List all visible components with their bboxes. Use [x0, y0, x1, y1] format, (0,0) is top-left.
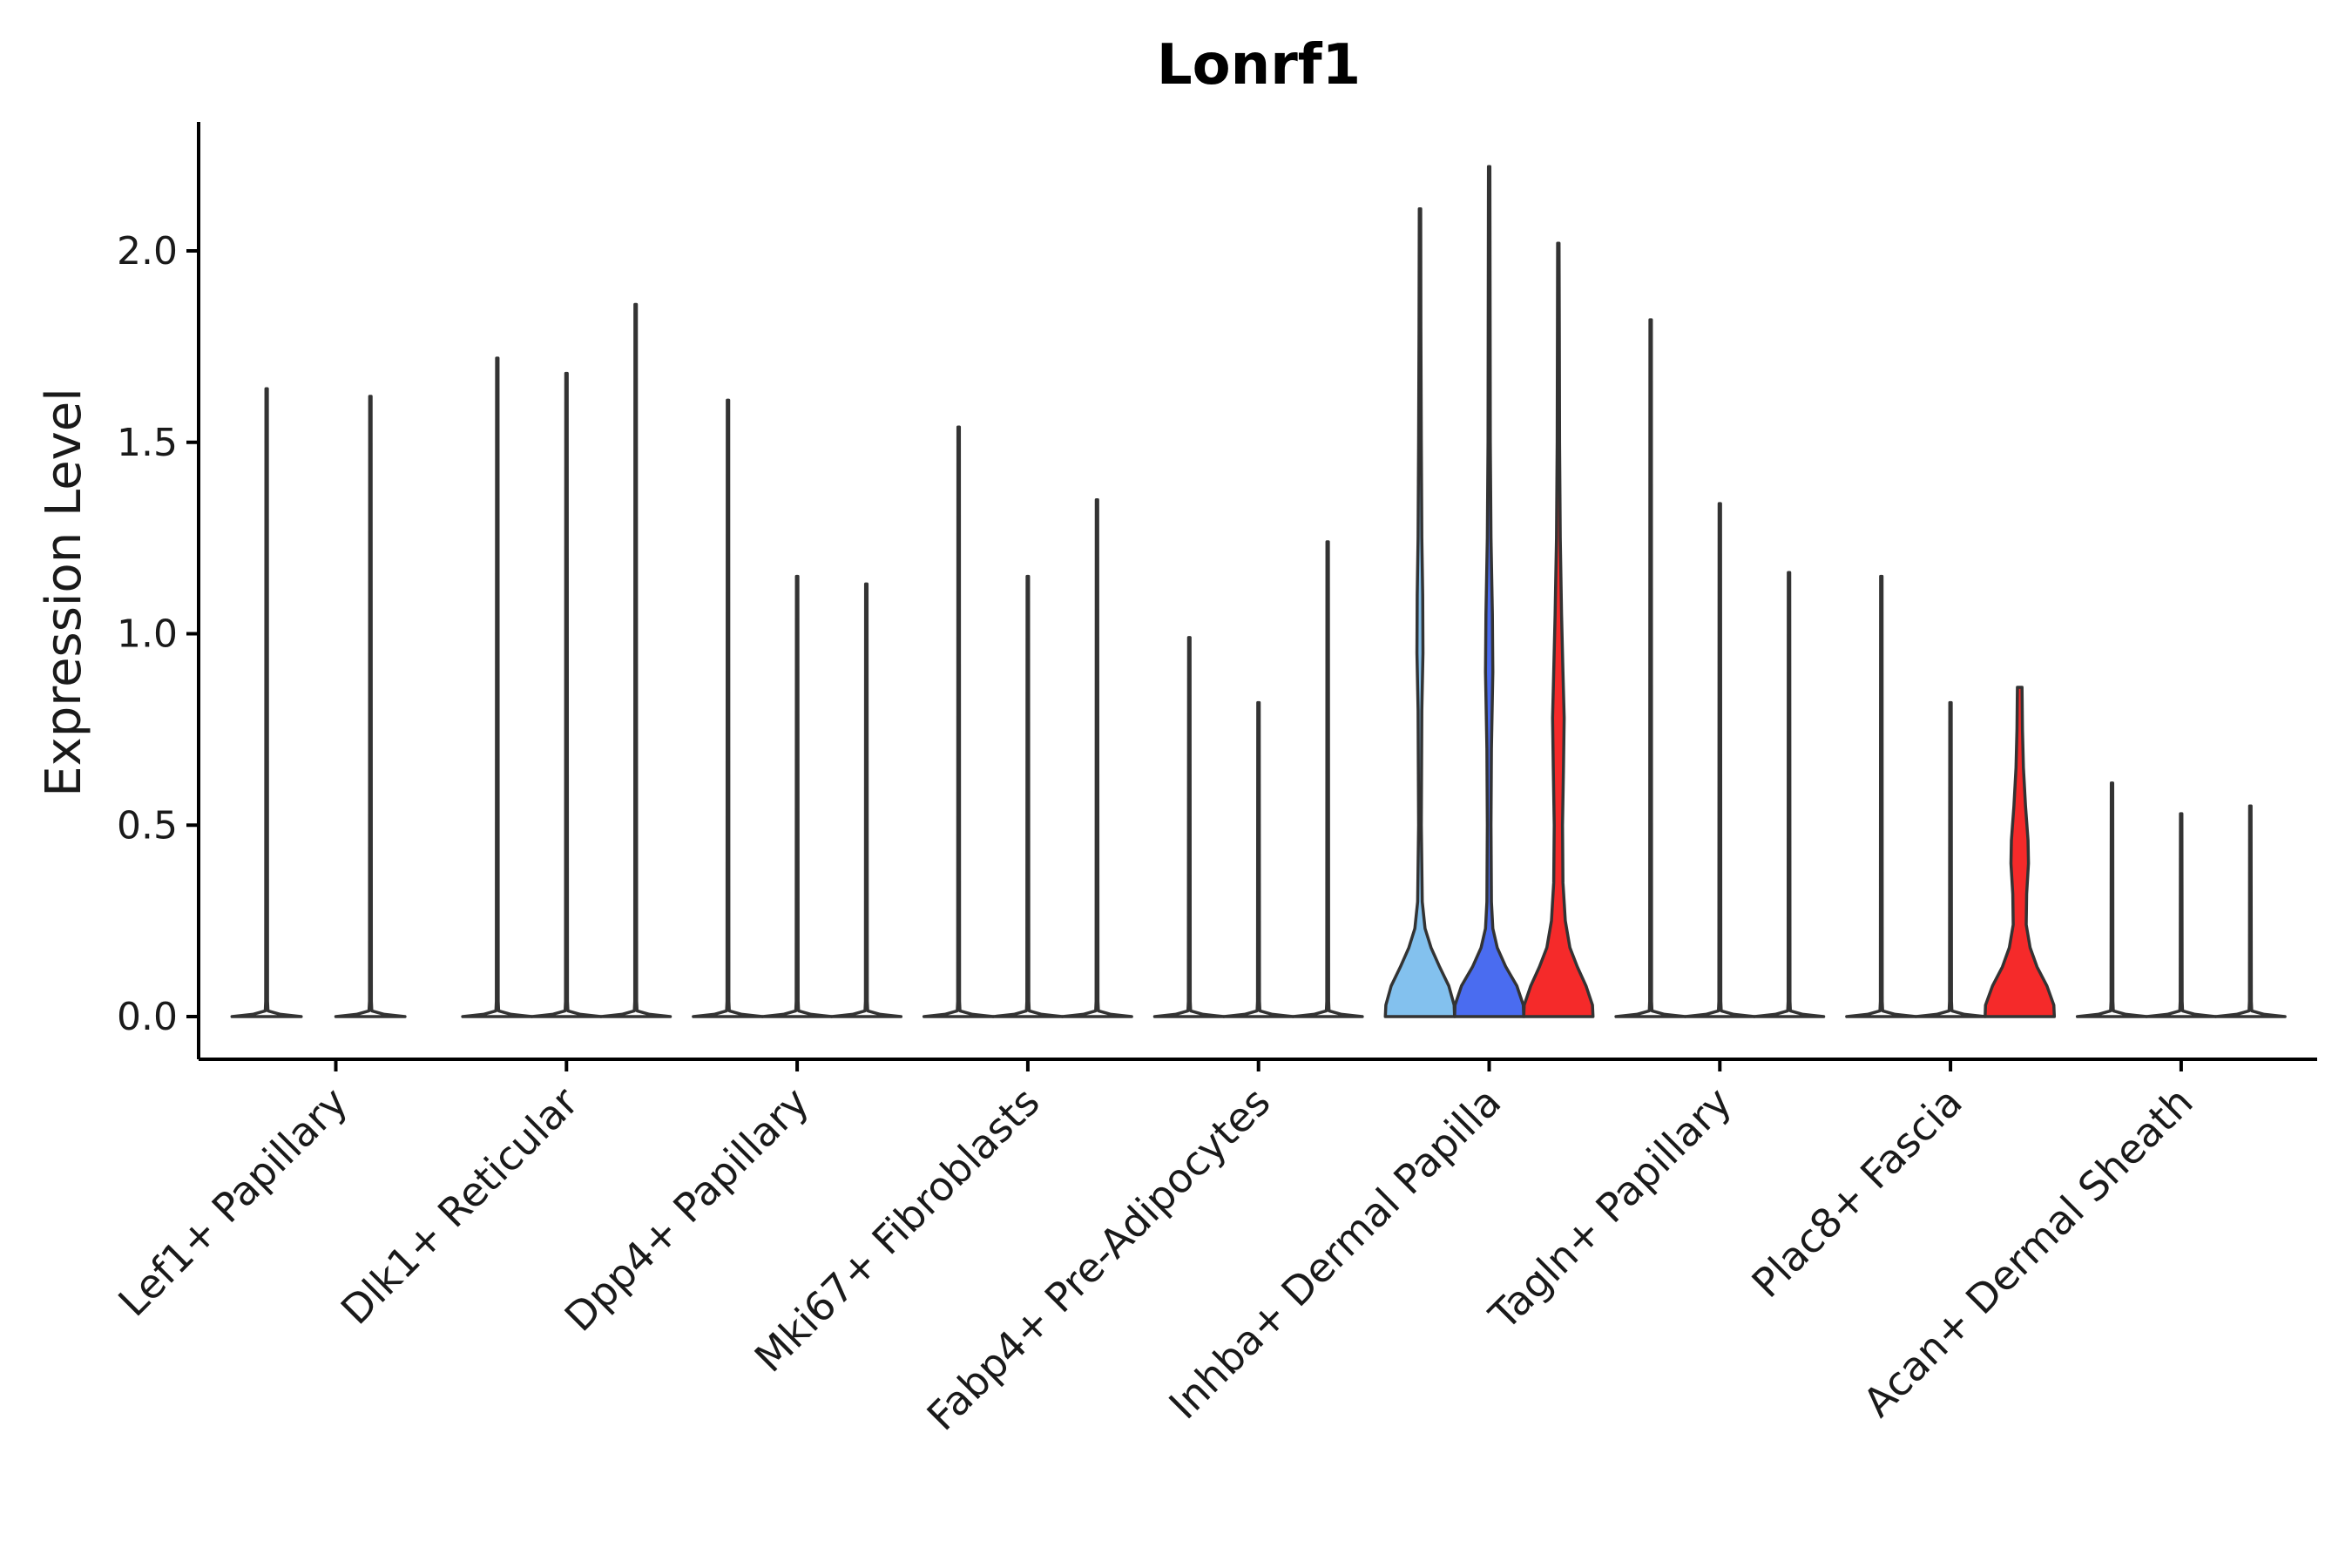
- violin-16: [1453, 165, 1525, 1018]
- violin-2: [334, 395, 407, 1018]
- violin-23: [1984, 686, 2057, 1018]
- violin-24: [2075, 781, 2148, 1018]
- violin-4: [530, 371, 603, 1018]
- violin-18: [1614, 318, 1687, 1018]
- y-tick-label: 0.5: [117, 803, 178, 848]
- violin-7: [760, 574, 834, 1018]
- violin-21: [1845, 574, 1918, 1018]
- violin-8: [830, 582, 903, 1018]
- y-axis-ticks: 0.0 0.5 1.0 1.5 2.0: [117, 229, 199, 1039]
- violin-12: [1152, 636, 1226, 1018]
- violin-6: [692, 398, 765, 1018]
- y-axis-title: Expression Level: [36, 388, 92, 797]
- y-tick-label: 1.5: [117, 421, 178, 465]
- violin-20: [1753, 571, 1826, 1018]
- x-tick-label: Dlk1+ Reticular: [332, 1078, 587, 1334]
- violin-15: [1383, 206, 1456, 1018]
- violin-26: [2213, 804, 2287, 1018]
- y-tick-label: 0.0: [117, 995, 178, 1039]
- x-tick-label: Lef1+ Papillary: [109, 1078, 356, 1326]
- y-tick-label: 2.0: [117, 229, 178, 274]
- violin-3: [461, 356, 534, 1018]
- violin-10: [991, 574, 1064, 1018]
- violin-17: [1522, 241, 1595, 1018]
- y-tick-label: 1.0: [117, 612, 178, 657]
- x-tick-label: Tagln+ Papillary: [1479, 1078, 1740, 1340]
- violin-11: [1060, 497, 1133, 1018]
- violin-25: [2145, 812, 2218, 1018]
- x-tick-label: Plac8+ Fascia: [1742, 1078, 1970, 1307]
- violin-group: [230, 165, 2287, 1018]
- violin-13: [1222, 700, 1295, 1018]
- violin-14: [1291, 540, 1364, 1018]
- violin-22: [1914, 700, 1987, 1018]
- violin-19: [1683, 502, 1756, 1018]
- x-tick-label: Dpp4+ Papillary: [556, 1078, 818, 1341]
- violin-9: [922, 425, 995, 1018]
- chart-title: Lonrf1: [1157, 33, 1361, 98]
- violin-1: [230, 387, 303, 1018]
- violin-5: [599, 302, 672, 1018]
